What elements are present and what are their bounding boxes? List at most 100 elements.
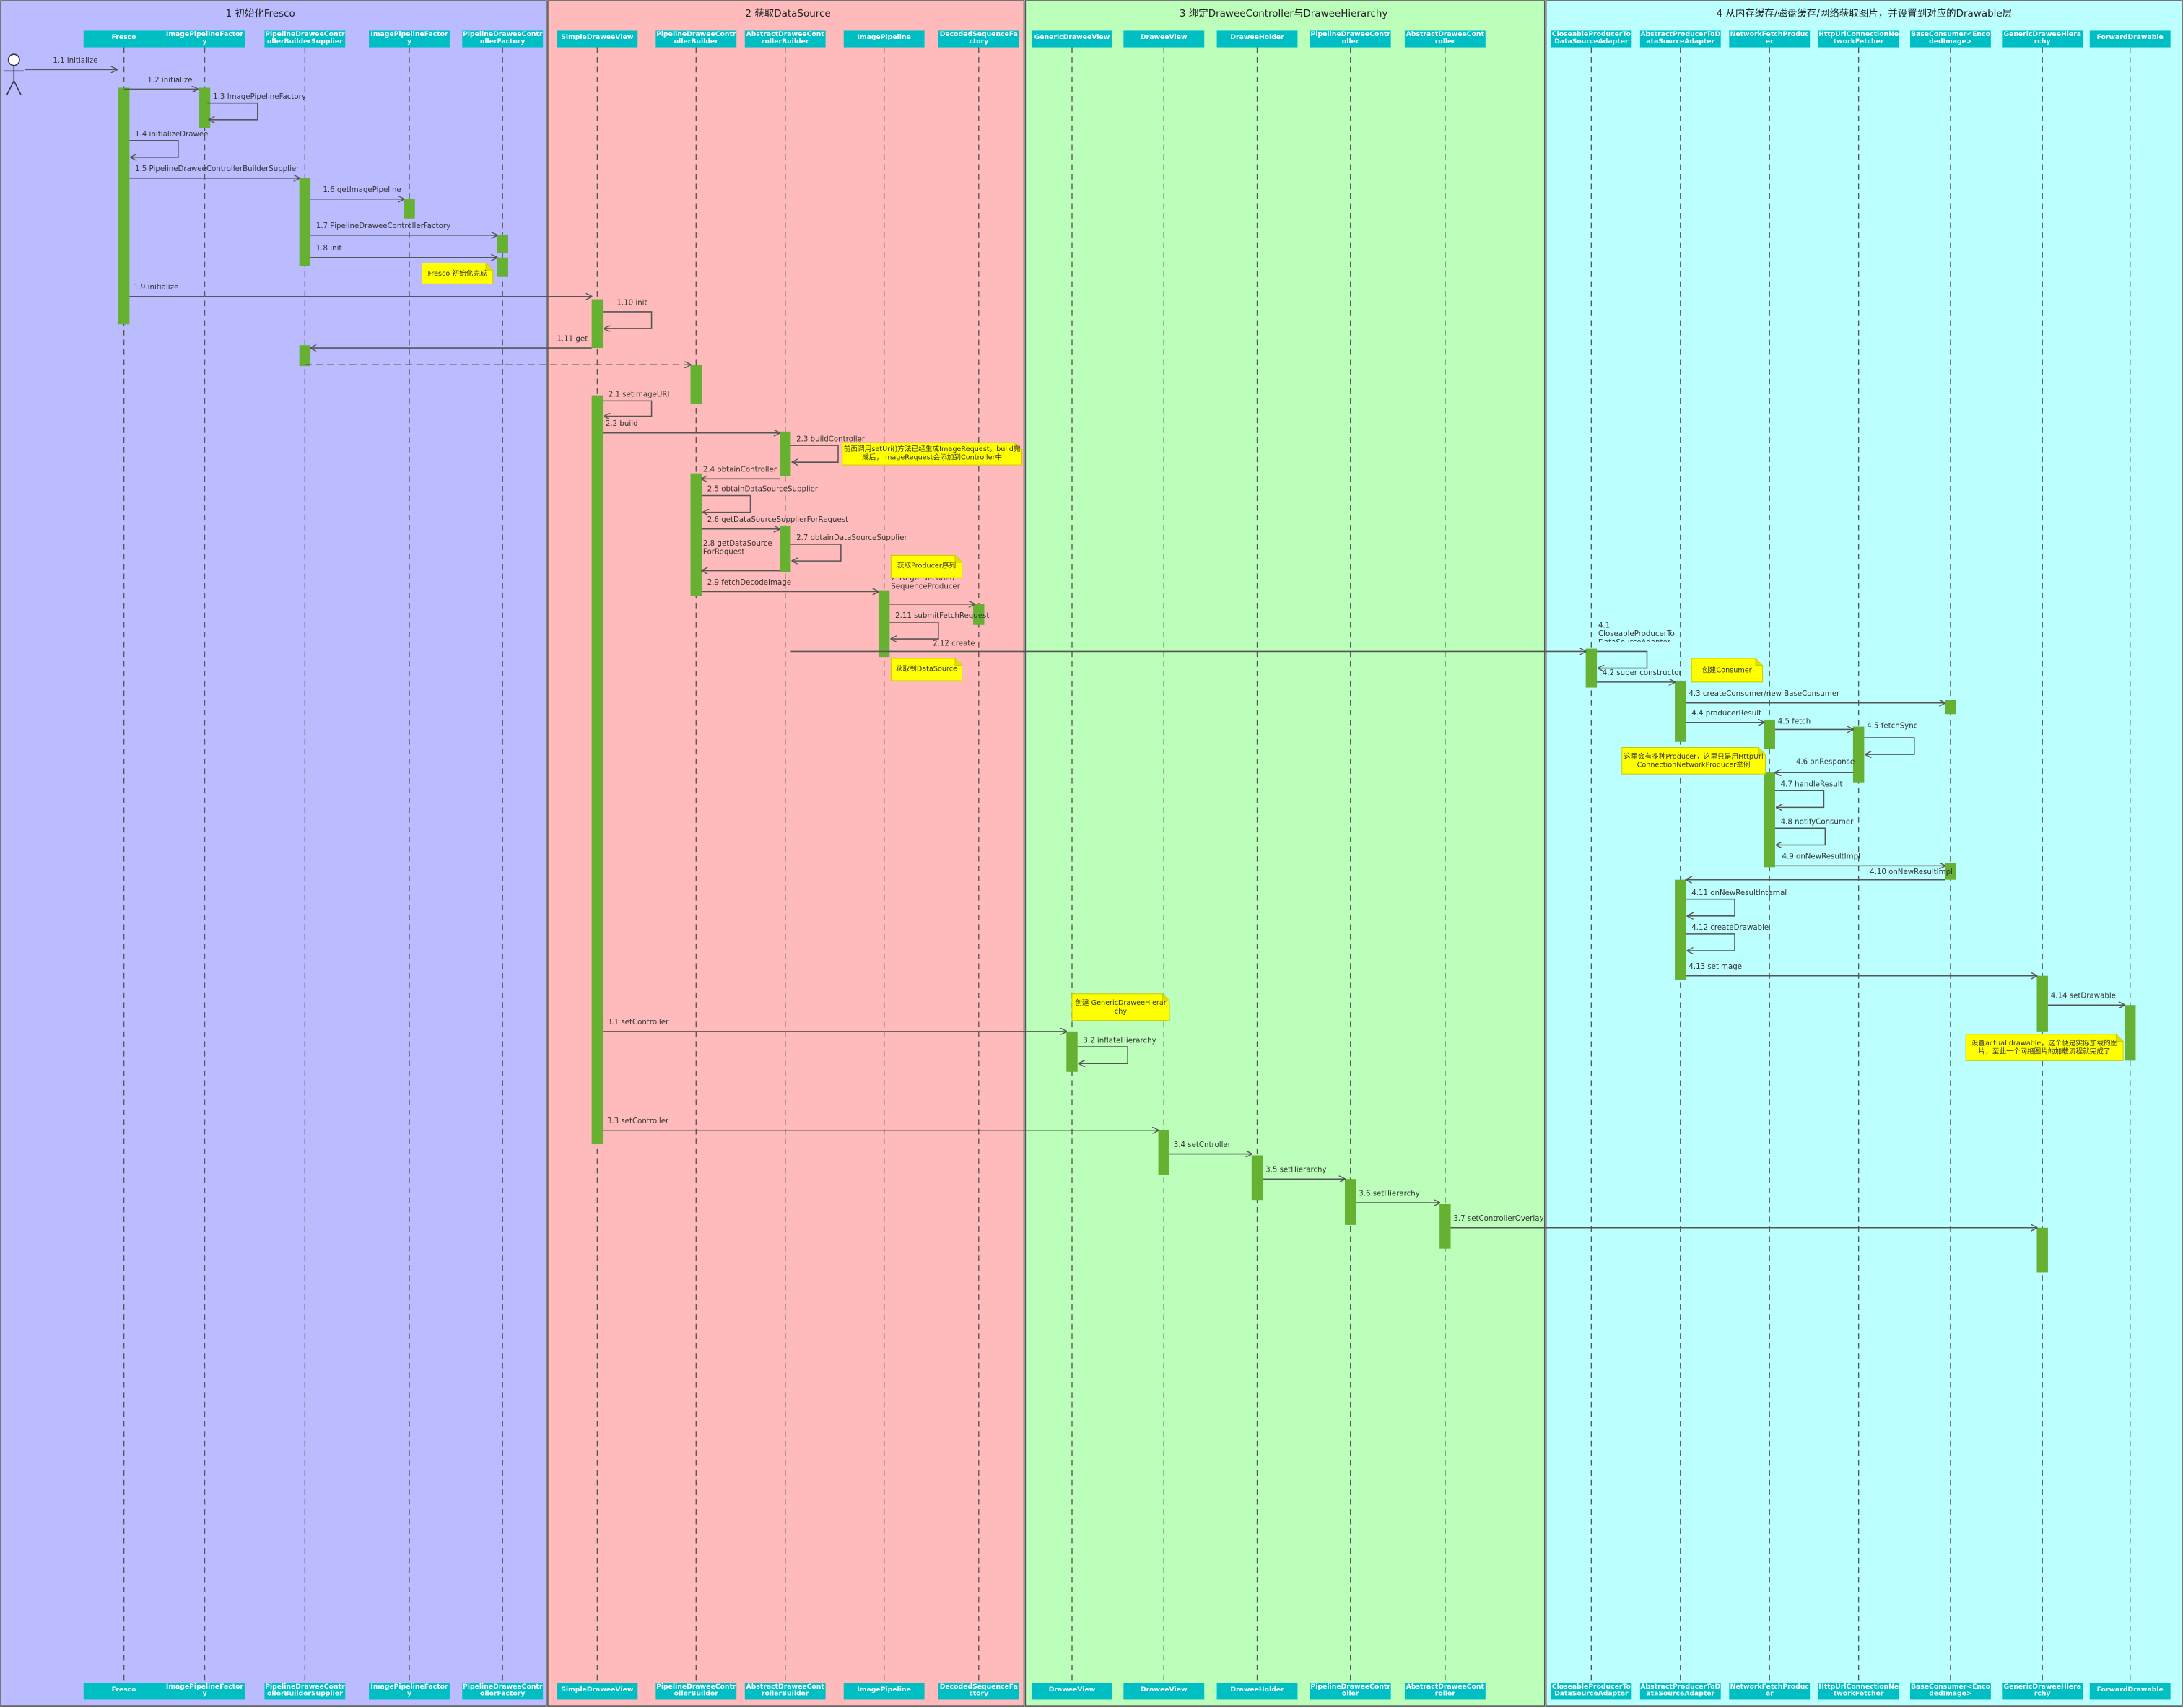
note-fold xyxy=(485,263,493,271)
participant-footer-label-box: PipelineDraweeControllerBuilder xyxy=(656,1684,736,1699)
participant-header xyxy=(2002,30,2083,48)
message-label: 1.11 get xyxy=(557,335,588,343)
self-call xyxy=(1077,1046,1128,1063)
participant-footer-label: Fresco xyxy=(111,1687,136,1695)
group-lane xyxy=(1024,0,1546,1707)
participant-header xyxy=(1404,30,1486,48)
participant-label: PipelineDraweeControllerBuilderSupplier xyxy=(265,31,345,46)
participant-footer-label: DraweeView xyxy=(1048,1687,1096,1695)
message-label: 4.8 notifyConsumer xyxy=(1781,819,1854,827)
participant-label-box: NetworkFetchProducer xyxy=(1730,31,1809,46)
message-label: 1.10 init xyxy=(616,299,647,307)
participant-footer xyxy=(557,1683,638,1700)
participant-header xyxy=(1310,30,1391,48)
participant-label: DraweeView xyxy=(1140,35,1188,43)
note-text: 设置actual drawable，这个便是实际加载的图片，至此一个网络图片的加… xyxy=(1971,1039,2118,1056)
message-label: 4.3 createConsumer/new BaseConsumer xyxy=(1689,690,1840,698)
participant-footer-label-box: ImagePipeline xyxy=(857,1688,910,1695)
participant-label: NetworkFetchProducer xyxy=(1730,31,1809,46)
activation xyxy=(1945,700,1956,715)
self-call xyxy=(1774,790,1825,807)
participant-footer-label: AbstractDraweeControllerBuilder xyxy=(746,1683,824,1699)
activation xyxy=(299,345,311,367)
activation xyxy=(299,178,311,266)
message-label: 4.1 CloseableProducerTo DataSourceAdapte… xyxy=(1598,622,1675,642)
participant-footer xyxy=(2089,1683,2171,1700)
message-label: 1.8 init xyxy=(316,245,342,253)
activation xyxy=(2036,1227,2048,1273)
self-call xyxy=(207,102,258,120)
activation xyxy=(1251,1155,1263,1201)
self-call xyxy=(1864,737,1915,754)
participant-label-box: AbstractDraweeControllerBuilder xyxy=(746,31,824,46)
message-label: 4.5 fetchSync xyxy=(1867,722,1917,730)
participant-header xyxy=(557,30,638,48)
participant-label: GenericDraweeView xyxy=(1034,35,1110,43)
participant-header xyxy=(1032,30,1112,48)
note-text-box: 创建Consumer xyxy=(1702,666,1751,675)
note-shape xyxy=(842,442,1023,466)
participant-footer-label-box: PipelineDraweeControllerBuilderSupplier xyxy=(265,1684,344,1699)
activation xyxy=(1675,879,1686,980)
note-shape xyxy=(890,554,963,578)
message-label: 2.5 obtainDataSourceSupplier xyxy=(707,486,819,494)
group-title: 3 绑定DraweeController与DraweeHierarchy xyxy=(1180,8,1387,19)
message-label: 2.4 obtainController xyxy=(703,466,777,474)
message-label: 3.3 setController xyxy=(607,1117,669,1125)
participant-header xyxy=(1818,30,1899,48)
self-call xyxy=(603,400,653,416)
participant-label-box: PipelineDraweeController xyxy=(1311,32,1390,46)
participant-label: AbstractDraweeControllerBuilder xyxy=(746,31,824,46)
participant-header xyxy=(1216,30,1298,48)
participant-label-box: GenericDraweeView xyxy=(1034,35,1110,43)
participant-label-box: SimpleDraweeView xyxy=(561,35,633,43)
group-lane xyxy=(547,0,1025,1707)
participant-label-box: HttpUrlConnectionNetworkFetcher xyxy=(1818,32,1899,46)
note-text: 创建 GenericDraweeHierarchy xyxy=(1075,998,1167,1016)
message-label-box: 4.1 CloseableProducerTo DataSourceAdapte… xyxy=(1598,622,1675,642)
self-call xyxy=(702,494,751,512)
participant-footer-label: PipelineDraweeController xyxy=(1310,1683,1390,1699)
participant-label: PipelineDraweeControllerBuilder xyxy=(656,31,736,46)
message-label: 2.8 getDataSource ForRequest xyxy=(702,540,772,557)
participant-footer-label-box: DecodedSequenceFactory xyxy=(940,1684,1018,1699)
message-label: 2.6 getDataSourceSupplierForRequest xyxy=(707,516,848,524)
participant-footer xyxy=(1310,1683,1391,1700)
participant-header xyxy=(938,30,1019,48)
activation xyxy=(497,235,508,253)
note-fold xyxy=(1758,747,1766,755)
participant-footer-label-box: DraweeView xyxy=(1048,1687,1096,1695)
participant-footer xyxy=(83,1683,165,1700)
participant-footer xyxy=(843,1683,925,1700)
activation xyxy=(1764,772,1775,868)
note-text: 前面调用setUri()方法已经生成ImageRequest，build完成后，… xyxy=(843,445,1021,463)
participant-footer xyxy=(1216,1683,1298,1700)
participant-label-box: AbstractProducerToDataSourceAdapter xyxy=(1640,32,1720,46)
participant-label: GenericDraweeHierarchy xyxy=(2003,31,2081,46)
activation xyxy=(404,199,415,219)
participant-label: BaseConsumer<EncodedImage> xyxy=(1910,31,1990,46)
note-text-box: Fresco 初始化完成 xyxy=(427,269,487,278)
actor-head xyxy=(7,53,20,66)
participant-footer-label-box: SimpleDraweeView xyxy=(561,1688,633,1695)
activation xyxy=(878,590,890,658)
activation xyxy=(1439,1203,1451,1249)
message-label: 3.7 setControllerOverlay xyxy=(1453,1215,1543,1223)
activation xyxy=(2125,1005,2136,1061)
note-shape xyxy=(1965,1034,2124,1061)
participant-footer-label-box: CloseableProducerToDataSourceAdapter xyxy=(1552,1684,1631,1699)
note-text: 获取到DataSource xyxy=(895,665,958,674)
participant-footer-label-box: BaseConsumer<EncodedImage> xyxy=(1911,1684,1990,1699)
participant-footer xyxy=(938,1683,1019,1700)
participant-label-box: CloseableProducerToDataSourceAdapter xyxy=(1552,32,1631,46)
participant-header xyxy=(83,30,165,48)
participant-label: Fresco xyxy=(111,35,136,43)
participant-footer-label-box: PipelineDraweeController xyxy=(1310,1683,1390,1699)
activation xyxy=(591,299,604,349)
participant-footer-label: NetworkFetchProducer xyxy=(1730,1683,1809,1699)
activation xyxy=(1945,863,1956,880)
activation xyxy=(1066,1031,1078,1072)
message-label-box: 2.8 getDataSource ForRequest xyxy=(702,540,772,557)
message-label: 1.6 getImagePipeline xyxy=(323,186,401,194)
note-fold xyxy=(954,555,962,563)
